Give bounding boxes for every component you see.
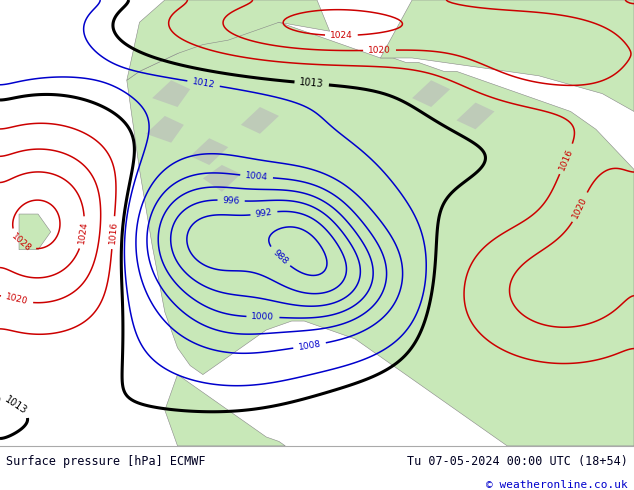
Polygon shape — [127, 0, 330, 80]
Text: 1004: 1004 — [245, 171, 268, 182]
Text: 996: 996 — [223, 196, 240, 205]
Text: 1016: 1016 — [557, 147, 575, 172]
Text: 1020: 1020 — [571, 195, 589, 220]
Polygon shape — [19, 214, 51, 250]
Text: 1020: 1020 — [368, 46, 391, 55]
Text: 1008: 1008 — [297, 340, 321, 352]
Text: 1016: 1016 — [108, 221, 119, 245]
Text: 988: 988 — [271, 247, 289, 266]
Polygon shape — [456, 102, 495, 129]
Polygon shape — [190, 138, 228, 165]
Text: © weatheronline.co.uk: © weatheronline.co.uk — [486, 480, 628, 490]
Polygon shape — [241, 107, 279, 134]
Text: 1024: 1024 — [330, 31, 353, 40]
Polygon shape — [127, 22, 634, 446]
Polygon shape — [165, 374, 285, 446]
Text: 1013: 1013 — [299, 77, 325, 90]
Text: 1020: 1020 — [5, 293, 29, 307]
Polygon shape — [152, 80, 190, 107]
Text: 992: 992 — [255, 208, 273, 219]
Text: 1024: 1024 — [77, 220, 89, 245]
Text: Tu 07-05-2024 00:00 UTC (18+54): Tu 07-05-2024 00:00 UTC (18+54) — [407, 455, 628, 468]
Text: Surface pressure [hPa] ECMWF: Surface pressure [hPa] ECMWF — [6, 455, 206, 468]
Polygon shape — [380, 0, 634, 112]
Polygon shape — [412, 80, 450, 107]
Polygon shape — [146, 116, 184, 143]
Text: 1000: 1000 — [251, 312, 275, 322]
Text: 1012: 1012 — [191, 77, 216, 90]
Text: 1028: 1028 — [10, 232, 33, 253]
Polygon shape — [203, 165, 241, 192]
Text: 1013: 1013 — [3, 395, 29, 416]
